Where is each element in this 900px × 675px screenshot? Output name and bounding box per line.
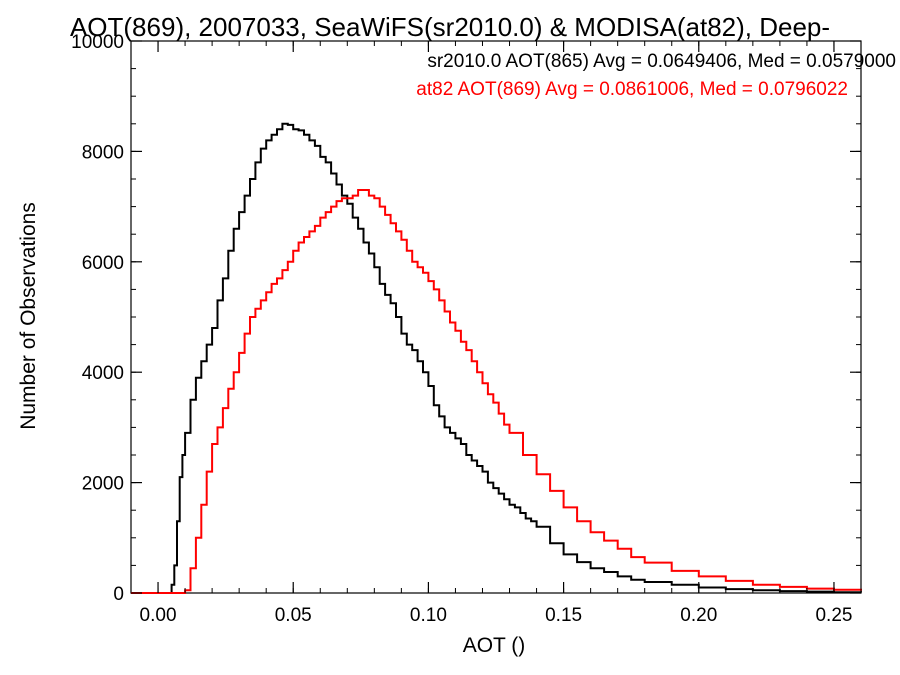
x-tick-label: 0.10 — [410, 605, 447, 626]
x-tick-label: 0.25 — [815, 605, 852, 626]
y-tick-label: 0 — [113, 584, 124, 605]
x-tick-label: 0.20 — [680, 605, 717, 626]
legend-entry-red: at82 AOT(869) Avg = 0.0861006, Med = 0.0… — [416, 79, 848, 100]
y-tick-label: 2000 — [82, 474, 124, 495]
x-tick-label: 0.00 — [140, 605, 177, 626]
x-tick-label: 0.15 — [545, 605, 582, 626]
x-tick-label: 0.05 — [275, 605, 312, 626]
y-tick-label: 10000 — [71, 32, 124, 53]
y-axis-label: Number of Observations — [17, 202, 40, 430]
plot-frame — [130, 40, 862, 594]
legend-entry-black: sr2010.0 AOT(865) Avg = 0.0649406, Med =… — [427, 51, 896, 72]
y-tick-label: 8000 — [82, 142, 124, 163]
x-axis-label: AOT () — [463, 634, 526, 657]
plot-area-border — [130, 40, 862, 594]
series-line-black — [131, 122, 862, 594]
axis-layer: 0.00 0.05 0.10 0.15 0.20 0.25 0 2000 4000 6000 800… — [71, 32, 862, 626]
series-layer — [131, 122, 862, 594]
y-tick-label: 4000 — [82, 363, 124, 384]
y-tick-label: 6000 — [82, 253, 124, 274]
series-line-red — [131, 189, 862, 594]
chart-title: AOT(869), 2007033, SeaWiFS(sr2010.0) & M… — [70, 12, 830, 42]
